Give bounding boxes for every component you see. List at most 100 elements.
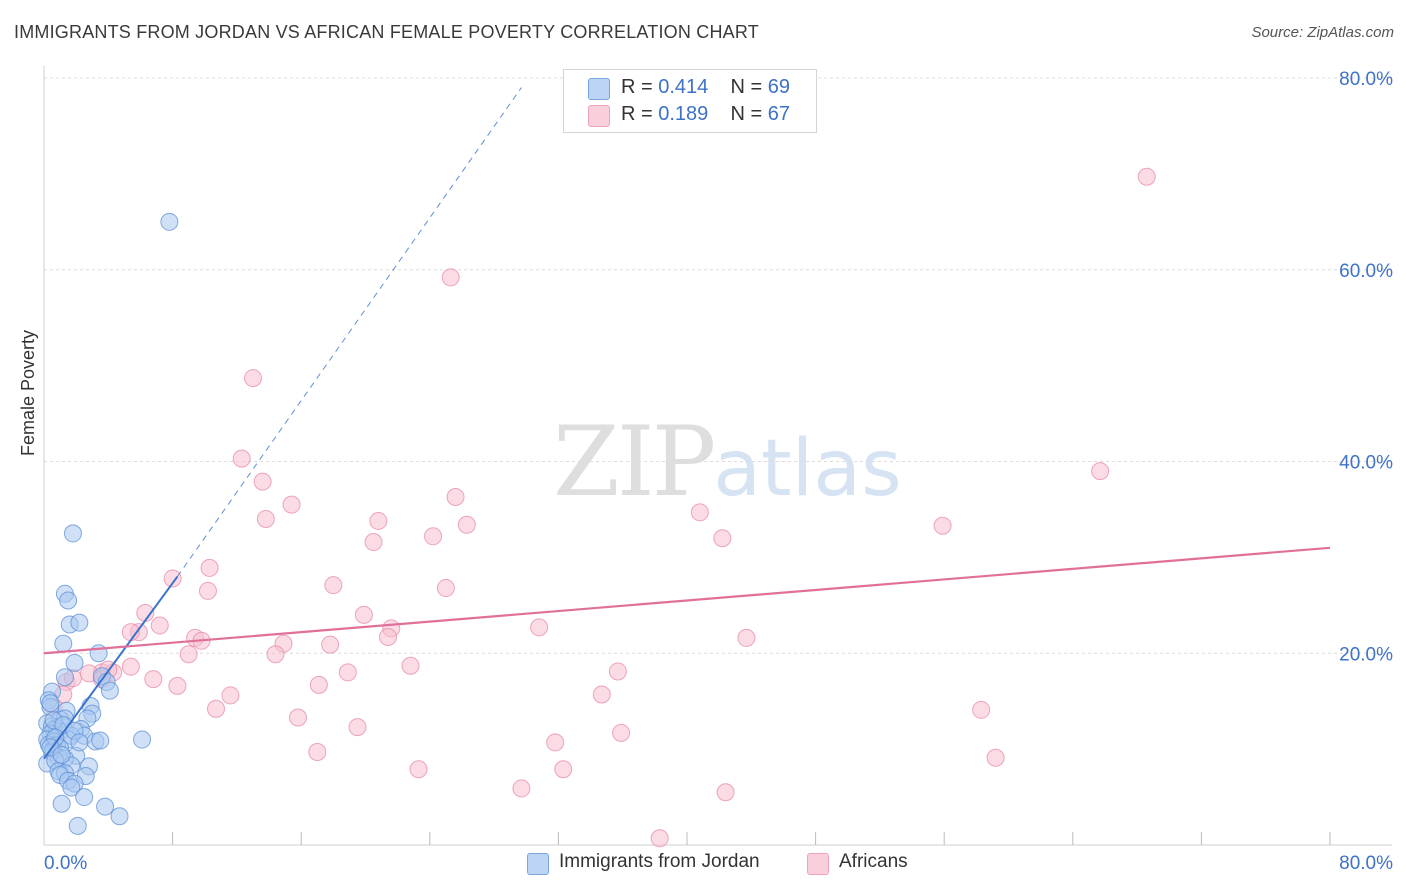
africans-point: [207, 699, 226, 718]
africans-point: [554, 760, 573, 779]
legend-r-label: R =: [621, 76, 659, 98]
legend-swatch-jordan: [588, 78, 610, 100]
africans-point: [933, 516, 952, 535]
africans-point: [200, 558, 219, 577]
bottom-legend-swatch-jordan: [527, 853, 549, 875]
jordan-point: [160, 212, 179, 231]
jordan-point: [133, 730, 152, 749]
legend-n-label: N =: [730, 103, 768, 125]
africans-point: [266, 645, 285, 664]
africans-point: [308, 743, 327, 762]
bottom-legend-label-africans: Africans: [839, 851, 908, 872]
africans-point: [321, 635, 340, 654]
africans-point: [713, 529, 732, 548]
africans-point: [401, 656, 420, 675]
y-tick-label: 20.0%: [1339, 644, 1393, 665]
jordan-point: [110, 807, 129, 826]
africans-point: [612, 723, 631, 742]
africans-point: [256, 510, 275, 529]
africans-point: [121, 657, 140, 676]
source-credit: Source: ZipAtlas.com: [1251, 24, 1394, 41]
africans-point: [348, 718, 367, 737]
bottom-legend-label-jordan: Immigrants from Jordan: [559, 851, 760, 872]
africans-point: [364, 533, 383, 552]
legend-n-value: 67: [767, 103, 791, 125]
africans-point: [512, 779, 531, 798]
africans-point: [198, 581, 217, 600]
africans-point: [379, 627, 398, 646]
africans-point: [288, 708, 307, 727]
bottom-legend-swatch-africans: [807, 853, 829, 875]
jordan-point: [59, 591, 78, 610]
africans-point: [650, 829, 669, 848]
africans-point: [324, 576, 343, 595]
jordan-trend-extension: [177, 87, 522, 577]
jordan-point: [70, 613, 89, 632]
jordan-point: [52, 794, 71, 813]
africans-point: [243, 369, 262, 388]
legend-r-label: R =: [621, 103, 659, 125]
africans-point: [253, 472, 272, 491]
jordan-point: [91, 731, 110, 750]
legend-swatch-africans: [588, 105, 610, 127]
chart-title: IMMIGRANTS FROM JORDAN VS AFRICAN FEMALE…: [14, 22, 759, 42]
jordan-point: [70, 733, 89, 752]
jordan-point: [65, 653, 84, 672]
africans-point: [179, 645, 198, 664]
data-points: [38, 167, 1156, 848]
africans-point: [972, 700, 991, 719]
jordan-point: [100, 681, 119, 700]
africans-point: [592, 685, 611, 704]
jordan-point: [54, 634, 73, 653]
africans-point: [150, 616, 169, 635]
africans-point: [1137, 167, 1156, 186]
y-tick-label: 60.0%: [1339, 261, 1393, 282]
trend-lines: [43, 87, 1331, 760]
africans-point: [221, 686, 240, 705]
africans-point: [282, 495, 301, 514]
africans-point: [457, 515, 476, 534]
jordan-point: [55, 668, 74, 687]
africans-point: [716, 783, 735, 802]
africans-point: [424, 527, 443, 546]
africans-point: [546, 733, 565, 752]
africans-point: [986, 748, 1005, 767]
africans-point: [608, 662, 627, 681]
africans-point: [690, 503, 709, 522]
africans-point: [144, 670, 163, 689]
jordan-point: [96, 797, 115, 816]
africans-point: [737, 628, 756, 647]
africans-point: [369, 511, 388, 530]
africans-trend-line: [43, 546, 1331, 655]
legend-n-value: 69: [767, 76, 791, 98]
legend-text-jordan: R = 0.414 N = 69: [621, 76, 790, 99]
jordan-point: [63, 524, 82, 543]
africans-point: [436, 579, 455, 598]
africans-point: [1091, 462, 1110, 481]
y-tick-label: 80.0%: [1339, 69, 1393, 90]
legend-n-label: N =: [730, 76, 768, 98]
africans-point: [409, 760, 428, 779]
x-tick-label: 0.0%: [44, 853, 87, 874]
africans-point: [309, 675, 328, 694]
x-tick-label: 80.0%: [1339, 853, 1393, 874]
jordan-point: [62, 778, 81, 797]
tick-labels: 20.0% 40.0% 60.0% 80.0% 0.0% 80.0%: [44, 69, 1393, 874]
gridlines: [44, 77, 1392, 654]
jordan-point: [52, 745, 71, 764]
watermark-atlas: atlas: [713, 424, 902, 514]
africans-point: [232, 449, 251, 468]
africans-point: [338, 663, 357, 682]
jordan-point: [41, 694, 60, 713]
africans-point: [441, 268, 460, 287]
legend-text-africans: R = 0.189 N = 67: [621, 103, 790, 126]
jordan-point: [68, 816, 87, 835]
jordan-trend-line: [43, 575, 179, 760]
africans-point: [446, 487, 465, 506]
legend-r-value: 0.414: [658, 76, 709, 98]
y-axis-label: Female Poverty: [18, 329, 38, 456]
y-tick-label: 40.0%: [1339, 453, 1393, 474]
stats-legend: R = 0.414 N = 69 R = 0.189 N = 67: [563, 69, 817, 133]
jordan-point: [75, 788, 94, 807]
